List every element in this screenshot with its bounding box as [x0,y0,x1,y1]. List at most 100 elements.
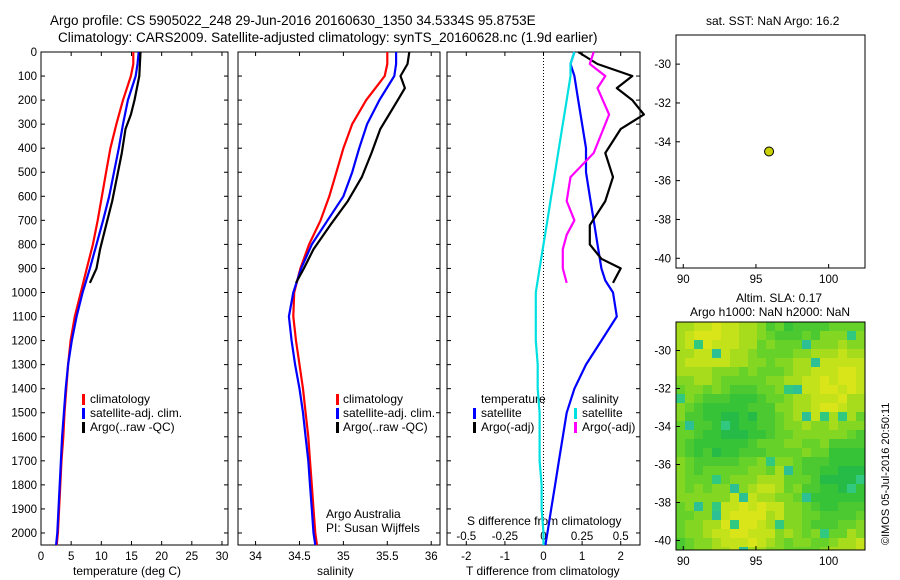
heatmap-cell [811,322,820,331]
heatmap-cell [820,340,829,349]
heatmap-cell [847,358,856,367]
heatmap-cell [694,502,703,511]
plot-title-line1: Argo profile: CS 5905022_248 29-Jun-2016… [50,13,536,28]
salinity-tick-label: 35.5 [376,551,398,563]
depth-tick-label: 900 [18,263,37,275]
heatmap-cell [838,340,847,349]
salinity-tick-label: 34 [249,551,262,563]
lat-tick-label: -34 [654,137,671,149]
heatmap-cell [685,421,694,430]
legend-entry: climatology [343,392,404,406]
heatmap-cell [757,511,766,520]
heatmap-cell [757,385,766,394]
heatmap-cell [739,430,748,439]
heatmap-cell [811,430,820,439]
heatmap-cell [856,439,865,448]
heatmap-cell [838,349,847,358]
heatmap-cell [775,493,784,502]
heatmap-cell [775,349,784,358]
heatmap-cell [775,502,784,511]
heatmap-cell [838,439,847,448]
series-line [577,51,646,284]
heatmap-cell [766,466,775,475]
heatmap-cell [739,367,748,376]
heatmap-cell [838,466,847,475]
heatmap-cell [703,349,712,358]
heatmap-cell [739,439,748,448]
heatmap-cell [775,511,784,520]
heatmap-cell [730,439,739,448]
heatmap-cell [811,439,820,448]
heatmap-cell [748,448,757,457]
heatmap-cell [766,511,775,520]
heatmap-cell [775,484,784,493]
heatmap-cell [739,412,748,421]
heatmap-cell [829,439,838,448]
heatmap-cell [748,430,757,439]
heatmap-cell [811,367,820,376]
heatmap-cell [757,547,766,550]
heatmap-cell [820,547,829,550]
lon-tick-label: 100 [819,556,838,568]
heatmap-cell [811,529,820,538]
heatmap-cell [775,412,784,421]
depth-tick-label: 1700 [11,456,37,468]
heatmap-cell [793,322,802,331]
heatmap-cell [748,493,757,502]
heatmap-cell [676,358,685,367]
heatmap-cell [721,376,730,385]
heatmap-cell [748,358,757,367]
heatmap-cell [856,430,865,439]
heatmap-cell [847,403,856,412]
heatmap-cell [703,331,712,340]
heatmap-cell [838,430,847,439]
credit-pi: PI: Susan Wijffels [326,521,420,535]
heatmap-cell [730,358,739,367]
heatmap-cell [712,520,721,529]
salinity-tick-label: 34.5 [288,551,310,563]
heatmap-cell [721,457,730,466]
heatmap-cell [748,412,757,421]
heatmap-cell [703,502,712,511]
heatmap-cell [757,340,766,349]
heatmap-cell [757,412,766,421]
heatmap-cell [694,457,703,466]
heatmap-cell [730,385,739,394]
heatmap-cell [838,538,847,547]
heatmap-cell [757,367,766,376]
heatmap-cell [829,493,838,502]
depth-tick-label: 1200 [11,336,37,348]
heatmap-cell [820,367,829,376]
legend-swatch [574,422,577,433]
heatmap-cell [766,322,775,331]
heatmap-cell [739,538,748,547]
heatmap-cell [820,430,829,439]
heatmap-cell [694,430,703,439]
argo-location-marker [764,146,775,157]
heatmap-cell [793,511,802,520]
heatmap-cell [856,358,865,367]
heatmap-cell [676,484,685,493]
heatmap-cell [694,466,703,475]
heatmap-cell [685,538,694,547]
heatmap-cell [703,421,712,430]
heatmap-cell [685,448,694,457]
heatmap-cell [730,412,739,421]
series-line [544,51,618,546]
heatmap-cell [793,430,802,439]
heatmap-cell [793,493,802,502]
heatmap-cell [739,511,748,520]
heatmap-cell [838,412,847,421]
heatmap-cell [775,466,784,475]
heatmap-cell [712,403,721,412]
heatmap-cell [712,394,721,403]
heatmap-cell [676,367,685,376]
legend-header: temperature [481,392,546,406]
heatmap-cell [775,448,784,457]
heatmap-cell [757,439,766,448]
heatmap-cell [676,376,685,385]
heatmap-cell [676,493,685,502]
heatmap-cell [685,385,694,394]
heatmap-cell [802,466,811,475]
lon-tick-label: 100 [819,274,838,286]
